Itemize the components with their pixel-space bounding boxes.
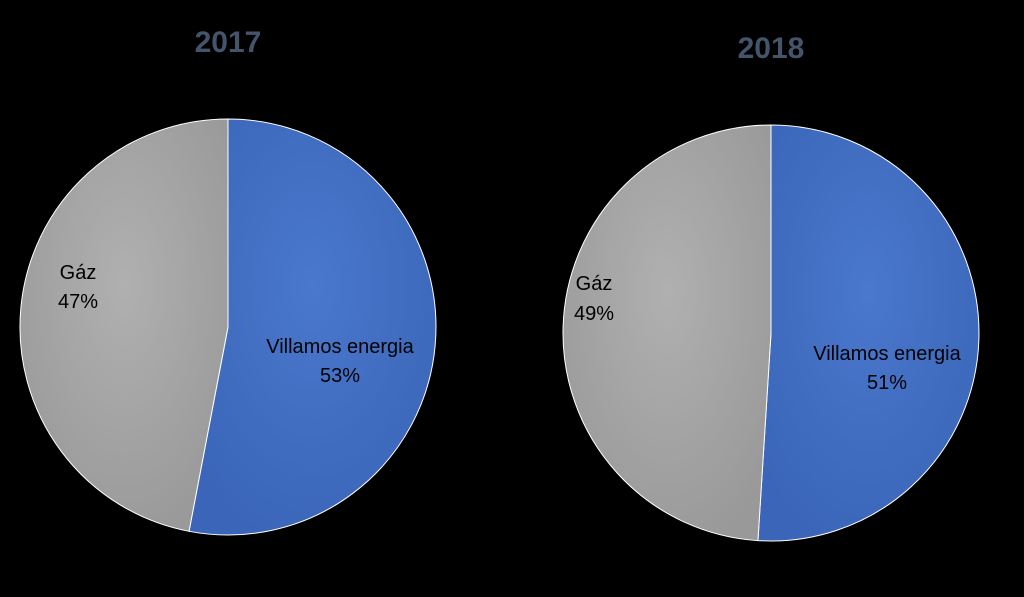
pie-slice-gaz-2017 xyxy=(19,118,229,532)
slice-label-gaz-2018: Gáz xyxy=(576,273,613,295)
slice-value-villamos-2017: 53% xyxy=(320,365,360,387)
pie-slice-gaz-2018 xyxy=(562,124,772,542)
pie-chart-2017: 2017 Villamos energia 53% Gáz 47% xyxy=(19,26,437,536)
chart-title-2018: 2018 xyxy=(738,32,805,65)
pie-slice-villamos-2018 xyxy=(757,124,980,542)
chart-title-2017: 2017 xyxy=(195,26,262,59)
slice-label-gaz-2017: Gáz xyxy=(60,262,97,284)
slice-value-villamos-2018: 51% xyxy=(867,372,907,394)
pie-chart-2018: 2018 Villamos energia 51% Gáz 49% xyxy=(562,32,980,542)
slice-value-gaz-2018: 49% xyxy=(574,303,614,325)
slice-value-gaz-2017: 47% xyxy=(58,291,98,313)
pie-slice-villamos-2017 xyxy=(188,118,437,536)
slice-label-villamos-2018: Villamos energia xyxy=(813,343,961,365)
slice-label-villamos-2017: Villamos energia xyxy=(266,336,414,358)
